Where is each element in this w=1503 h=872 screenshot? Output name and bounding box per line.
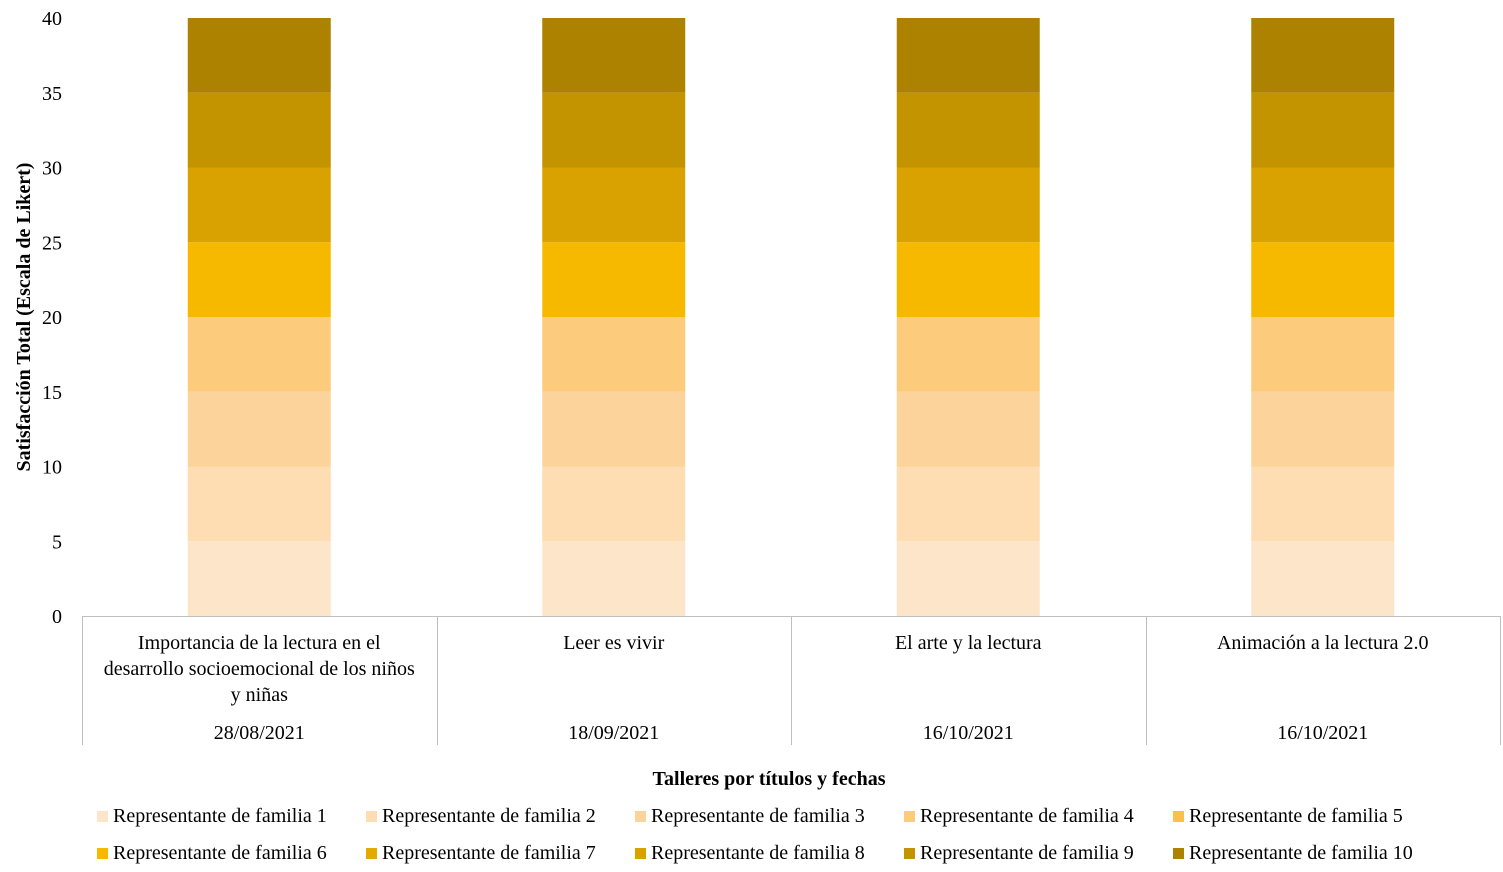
legend-label: Representante de familia 2	[382, 805, 596, 827]
bar-segment	[187, 466, 331, 542]
y-tick-label: 35	[42, 83, 62, 105]
y-tick-label: 30	[42, 158, 62, 180]
category-title-line: El arte y la lectura	[895, 632, 1042, 654]
bar-segment	[896, 391, 1040, 467]
axes	[82, 616, 1501, 745]
legend-item: Representante de familia 4	[904, 806, 1134, 826]
category-title-line: y niñas	[231, 684, 288, 706]
category-title-line: Leer es vivir	[563, 632, 664, 654]
bar-segment	[542, 317, 686, 392]
legend-item: Representante de familia 3	[635, 806, 865, 826]
y-tick-label: 20	[42, 307, 62, 329]
bar-segment	[1251, 466, 1395, 542]
bar-segment	[896, 466, 1040, 542]
bar-segment	[542, 167, 686, 243]
legend-swatch	[904, 847, 915, 859]
category-title-line: desarrollo socioemocional de los niños	[104, 658, 415, 680]
y-axis-ticks: 0 5 10 15 20 25 30 35 40	[42, 8, 62, 628]
bar-segment	[896, 317, 1040, 392]
category-title-line: Animación a la lectura 2.0	[1217, 632, 1429, 654]
category-date: 16/10/2021	[923, 722, 1014, 744]
legend-item: Representante de familia 6	[97, 843, 327, 863]
bar-segment	[896, 92, 1040, 168]
legend-item: Representante de familia 2	[366, 806, 596, 826]
legend-swatch	[1173, 847, 1184, 859]
legend-label: Representante de familia 6	[113, 842, 327, 864]
bar-segment	[1251, 242, 1395, 317]
y-tick-label: 10	[42, 457, 62, 479]
legend-swatch	[366, 810, 377, 822]
bar-segment	[187, 242, 331, 317]
bar-segment	[1251, 317, 1395, 392]
bar-segment	[1251, 391, 1395, 467]
category-date: 28/08/2021	[214, 722, 305, 744]
legend-swatch	[97, 847, 108, 859]
legend-label: Representante de familia 10	[1189, 842, 1413, 864]
category-date: 18/09/2021	[568, 722, 659, 744]
legend-label: Representante de familia 8	[651, 842, 865, 864]
legend-label: Representante de familia 9	[920, 842, 1134, 864]
bar-segment	[542, 391, 686, 467]
bar-segment	[187, 167, 331, 243]
bar-segment	[542, 242, 686, 317]
legend-swatch	[904, 810, 915, 822]
y-axis-title: Satisfacción Total (Escala de Likert)	[13, 163, 35, 472]
legend-label: Representante de familia 7	[382, 842, 596, 864]
stacked-bar-chart: 0 5 10 15 20 25 30 35 40 Importancia de la lectu…	[13, 8, 1501, 790]
bar-segment	[542, 466, 686, 542]
x-axis-title: Talleres por títulos y fechas	[653, 768, 886, 790]
bar-segment	[187, 18, 331, 93]
bar-segment	[187, 541, 331, 616]
legend-swatch	[97, 810, 108, 822]
category-title-line: Importancia de la lectura en el	[138, 632, 381, 654]
y-tick-label: 15	[42, 382, 62, 404]
bar-segment	[187, 92, 331, 168]
legend-item: Representante de familia 7	[366, 843, 596, 863]
legend-swatch	[366, 847, 377, 859]
bar-segment	[1251, 92, 1395, 168]
bar-segment	[896, 167, 1040, 243]
bar-segment	[542, 541, 686, 616]
legend-item: Representante de familia 5	[1173, 806, 1403, 826]
bar-segment	[542, 92, 686, 168]
bar-segment	[542, 18, 686, 93]
legend-label: Representante de familia 1	[113, 805, 327, 827]
bar-segment	[1251, 167, 1395, 243]
legend-item: Representante de familia 8	[635, 843, 865, 863]
legend-swatch	[1173, 810, 1184, 822]
y-tick-label: 0	[52, 606, 62, 628]
bar-segment	[1251, 18, 1395, 93]
category-labels: Importancia de la lectura en el desarroll…	[104, 632, 1429, 744]
bar-segment	[187, 391, 331, 467]
y-tick-label: 40	[42, 8, 62, 30]
bar-segment	[896, 242, 1040, 317]
legend-item: Representante de familia 10	[1173, 843, 1413, 863]
legend-label: Representante de familia 3	[651, 805, 865, 827]
y-tick-label: 25	[42, 232, 62, 254]
bar-segment	[1251, 541, 1395, 616]
y-tick-label: 5	[52, 531, 62, 553]
category-date: 16/10/2021	[1277, 722, 1368, 744]
legend-swatch	[635, 847, 646, 859]
legend-label: Representante de familia 4	[920, 805, 1134, 827]
legend-swatch	[635, 810, 646, 822]
bars	[187, 18, 1395, 616]
bar-segment	[187, 317, 331, 392]
legend-label: Representante de familia 5	[1189, 805, 1403, 827]
legend-item: Representante de familia 1	[97, 806, 327, 826]
legend-item: Representante de familia 9	[904, 843, 1134, 863]
bar-segment	[896, 541, 1040, 616]
bar-segment	[896, 18, 1040, 93]
